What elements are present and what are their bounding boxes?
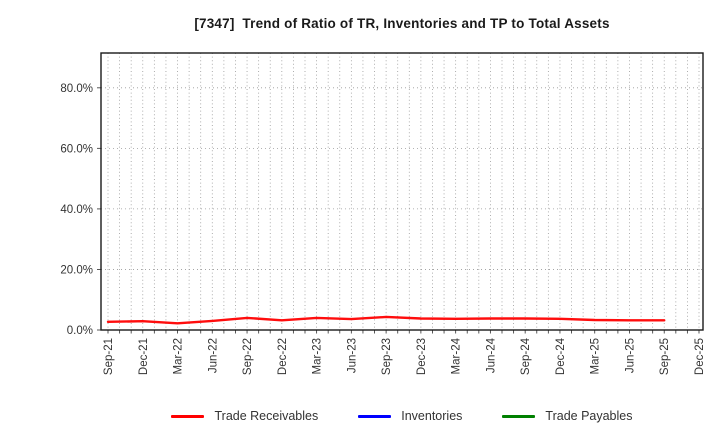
x-tick-label: Dec-24 (555, 337, 567, 375)
x-tick-label: Sep-25 (659, 338, 671, 375)
x-tick-label: Dec-22 (277, 338, 289, 375)
legend: Trade Receivables Inventories Trade Payabl… (101, 404, 703, 428)
x-tick-label: Jun-25 (624, 338, 636, 373)
x-tick-label: Sep-23 (381, 338, 393, 375)
legend-label: Inventories (401, 409, 463, 423)
x-tick-label: Mar-22 (173, 338, 185, 374)
legend-label: Trade Receivables (214, 409, 319, 423)
x-tick-label: Jun-23 (346, 338, 358, 373)
y-tick-label: 60.0% (60, 143, 93, 155)
plot-frame (100, 52, 704, 331)
y-tick-label: 80.0% (60, 83, 93, 95)
x-tick-label: Jun-22 (207, 338, 219, 373)
x-tick-label: Dec-21 (138, 338, 150, 375)
plot-area: 0.0% 20.0% 40.0% 60.0% 80.0% Sep-21 Dec-21 Mar-… (60, 52, 706, 375)
legend-swatch (358, 414, 392, 418)
legend-swatch (502, 414, 536, 418)
x-tick-label: Mar-23 (312, 338, 324, 374)
x-tick-label: Sep-24 (520, 337, 532, 375)
x-tick-label: Jun-24 (485, 337, 497, 373)
x-tick-label: Dec-25 (694, 338, 706, 375)
legend-swatch (171, 414, 205, 418)
chart-title: [7347] Trend of Ratio of TR, Inventories… (194, 16, 610, 31)
x-tick-label: Sep-22 (242, 338, 254, 375)
x-tick-label: Dec-23 (416, 338, 428, 375)
y-tick-label: 40.0% (60, 204, 93, 216)
series-line-trade-receivables (106, 315, 666, 325)
legend-item-trade-payables: Trade Payables (502, 409, 633, 423)
y-tick-label: 20.0% (60, 264, 93, 276)
legend-label: Trade Payables (545, 409, 633, 423)
legend-item-inventories: Inventories (358, 409, 462, 423)
legend-item-trade-receivables: Trade Receivables (171, 409, 318, 423)
x-tick-label: Sep-21 (103, 338, 115, 375)
x-tick-label: Mar-24 (451, 337, 463, 374)
y-tick-label: 0.0% (67, 325, 93, 337)
x-tick-label: Mar-25 (590, 338, 602, 374)
